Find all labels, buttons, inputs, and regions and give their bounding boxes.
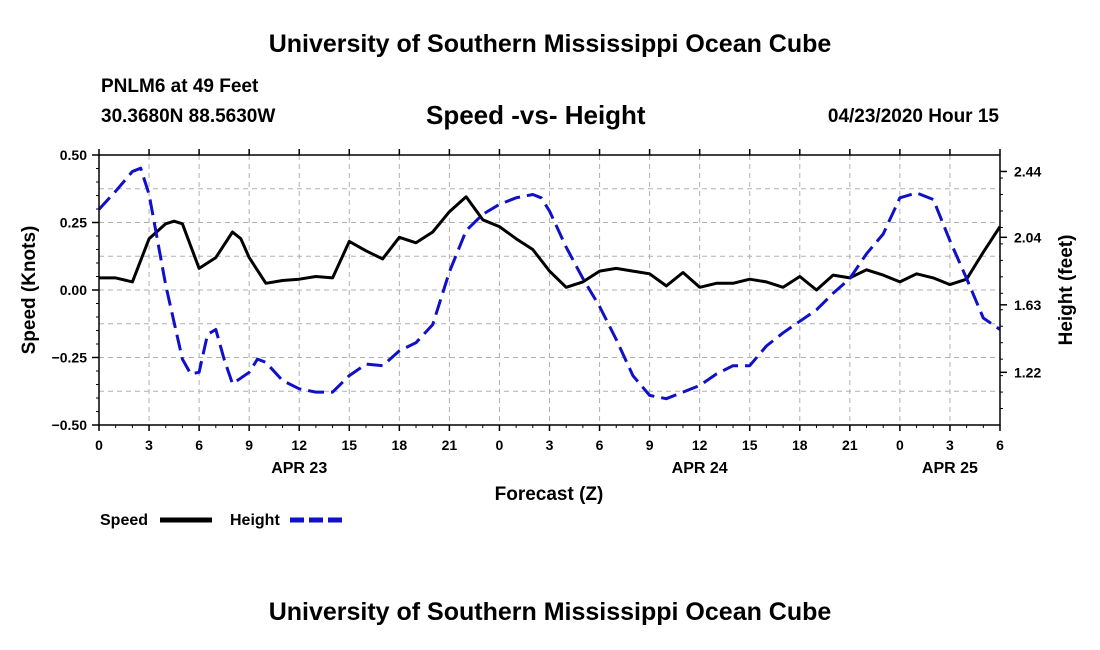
- x-tick-label: 18: [792, 437, 808, 453]
- y-tick-label: 0.50: [60, 147, 87, 163]
- axes: 0 3 6 9 12 15 18 21 0 3 6 9 12 15 18 21 0 3 6 APR 23 APR 24 A…: [52, 147, 1042, 477]
- x-tick-label: 12: [692, 437, 708, 453]
- x-tick-label: 15: [341, 437, 357, 453]
- coordinates-label: 30.3680N 88.5630W: [101, 106, 276, 127]
- forecast-date-hour: 04/23/2020 Hour 15: [827, 106, 999, 127]
- chart-title: Speed -vs- Height: [426, 100, 646, 130]
- y-axis-label: Speed (Knots): [19, 226, 40, 355]
- x-tick-label: 6: [195, 437, 203, 453]
- x-tick-label: 21: [842, 437, 858, 453]
- x-tick-label: 6: [596, 437, 604, 453]
- date-label: APR 24: [672, 460, 728, 477]
- y-tick-label: 0.00: [60, 282, 87, 298]
- x-tick-label: 0: [896, 437, 904, 453]
- x-tick-label: 3: [546, 437, 554, 453]
- x-tick-label: 15: [742, 437, 758, 453]
- y2-tick-label: 2.44: [1014, 163, 1041, 179]
- x-tick-label: 9: [245, 437, 253, 453]
- y2-tick-label: 1.22: [1014, 364, 1041, 380]
- y-tick-label: −0.25: [52, 350, 88, 366]
- y-tick-label: 0.25: [60, 215, 87, 231]
- page-title: University of Southern Mississippi Ocean…: [268, 30, 832, 58]
- x-tick-label: 18: [392, 437, 408, 453]
- x-tick-label: 3: [145, 437, 153, 453]
- y2-axis-label: Height (feet): [1056, 235, 1077, 346]
- legend: Speed Height: [100, 512, 342, 529]
- y-tick-label: −0.50: [52, 417, 88, 433]
- legend-speed-label: Speed: [100, 512, 148, 529]
- footer-title: University of Southern Mississippi Ocean…: [268, 598, 832, 626]
- speed-series-line: [99, 195, 1000, 292]
- height-series-line: [99, 166, 1000, 401]
- x-tick-label: 3: [946, 437, 954, 453]
- series-lines: [99, 166, 1000, 401]
- x-tick-label: 0: [95, 437, 103, 453]
- y2-tick-label: 1.63: [1014, 297, 1041, 313]
- date-label: APR 23: [271, 460, 327, 477]
- legend-height-label: Height: [230, 512, 280, 529]
- grid-lines: [99, 155, 1000, 425]
- x-tick-label: 21: [442, 437, 458, 453]
- x-tick-label: 0: [496, 437, 504, 453]
- x-tick-label: 12: [291, 437, 307, 453]
- y2-tick-label: 2.04: [1014, 229, 1041, 245]
- date-label: APR 25: [922, 460, 978, 477]
- x-axis-label: Forecast (Z): [495, 484, 604, 505]
- station-label: PNLM6 at 49 Feet: [101, 76, 259, 97]
- x-tick-label: 9: [646, 437, 654, 453]
- x-tick-label: 6: [996, 437, 1004, 453]
